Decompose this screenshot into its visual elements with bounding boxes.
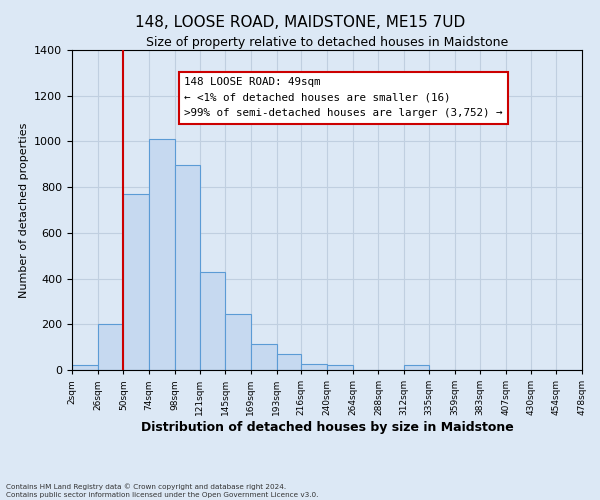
Bar <box>251 344 277 370</box>
Text: 148, LOOSE ROAD, MAIDSTONE, ME15 7UD: 148, LOOSE ROAD, MAIDSTONE, ME15 7UD <box>135 15 465 30</box>
Text: 148 LOOSE ROAD: 49sqm
← <1% of detached houses are smaller (16)
>99% of semi-det: 148 LOOSE ROAD: 49sqm ← <1% of detached … <box>184 77 503 118</box>
Bar <box>149 139 175 370</box>
Bar <box>277 354 301 370</box>
Bar <box>404 366 429 370</box>
Bar <box>175 166 199 370</box>
Text: Contains HM Land Registry data © Crown copyright and database right 2024.
Contai: Contains HM Land Registry data © Crown c… <box>6 484 319 498</box>
Bar <box>199 272 225 370</box>
Bar <box>72 366 98 370</box>
Bar <box>225 314 251 370</box>
X-axis label: Distribution of detached houses by size in Maidstone: Distribution of detached houses by size … <box>140 421 514 434</box>
Bar <box>98 324 124 370</box>
Y-axis label: Number of detached properties: Number of detached properties <box>19 122 29 298</box>
Title: Size of property relative to detached houses in Maidstone: Size of property relative to detached ho… <box>146 36 508 49</box>
Bar <box>124 194 149 370</box>
Bar <box>301 364 327 370</box>
Bar <box>327 366 353 370</box>
